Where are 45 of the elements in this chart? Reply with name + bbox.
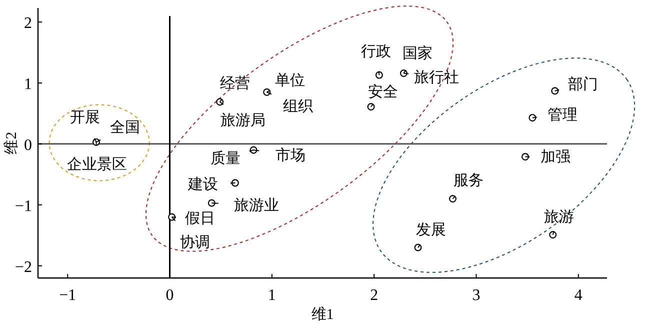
annotation: 管理 bbox=[547, 108, 578, 124]
annotation: 单位 bbox=[274, 72, 305, 90]
point bbox=[375, 71, 383, 79]
annotation: 国家 bbox=[402, 45, 433, 62]
point bbox=[367, 102, 375, 110]
x-tick-label: 1 bbox=[268, 287, 276, 304]
y-tick-label: 2 bbox=[24, 15, 32, 32]
x-tick-label: 3 bbox=[472, 287, 480, 304]
x-tick-label: 2 bbox=[370, 287, 378, 304]
annotation: 发展 bbox=[416, 222, 446, 239]
point bbox=[231, 179, 239, 187]
annotation: 旅行社 bbox=[414, 69, 460, 86]
point bbox=[528, 114, 536, 122]
annotation: 市场 bbox=[276, 147, 306, 164]
annotation: 服务 bbox=[454, 172, 484, 189]
point bbox=[522, 152, 530, 160]
x-tick-label: 0 bbox=[166, 287, 174, 304]
point bbox=[549, 230, 557, 238]
annotation: 行政 bbox=[361, 44, 392, 60]
annotation: 旅游 bbox=[544, 208, 574, 226]
x-tick-label: 4 bbox=[574, 287, 582, 304]
x-tick-label: −1 bbox=[59, 287, 76, 304]
annotation: 经营 bbox=[220, 74, 250, 92]
y-axis-title: 维2 bbox=[3, 132, 20, 154]
x-axis-title: 维1 bbox=[311, 306, 334, 323]
y-tick-label: 0 bbox=[24, 136, 32, 154]
annotation: 开展 bbox=[70, 110, 100, 126]
annotation: 旅游局 bbox=[220, 112, 266, 129]
y-tick-label: −2 bbox=[14, 258, 32, 276]
annotation: 建设 bbox=[187, 176, 218, 193]
y-tick-label: −1 bbox=[14, 198, 32, 215]
y-tick-label: 1 bbox=[24, 76, 32, 93]
annotation: 协调 bbox=[180, 234, 210, 252]
annotation: 假日 bbox=[184, 211, 215, 228]
annotation: 部门 bbox=[568, 76, 598, 93]
point bbox=[551, 87, 559, 95]
annotation: 安全 bbox=[368, 84, 398, 101]
annotation: 组织 bbox=[282, 98, 313, 116]
annotation: 全国 bbox=[110, 119, 140, 136]
annotation: 企业景区 bbox=[67, 156, 128, 174]
annotation: 加强 bbox=[540, 148, 570, 166]
annotation: 旅游业 bbox=[234, 197, 280, 214]
point bbox=[448, 195, 456, 203]
annotation: 质量 bbox=[210, 150, 241, 168]
point bbox=[208, 199, 216, 207]
